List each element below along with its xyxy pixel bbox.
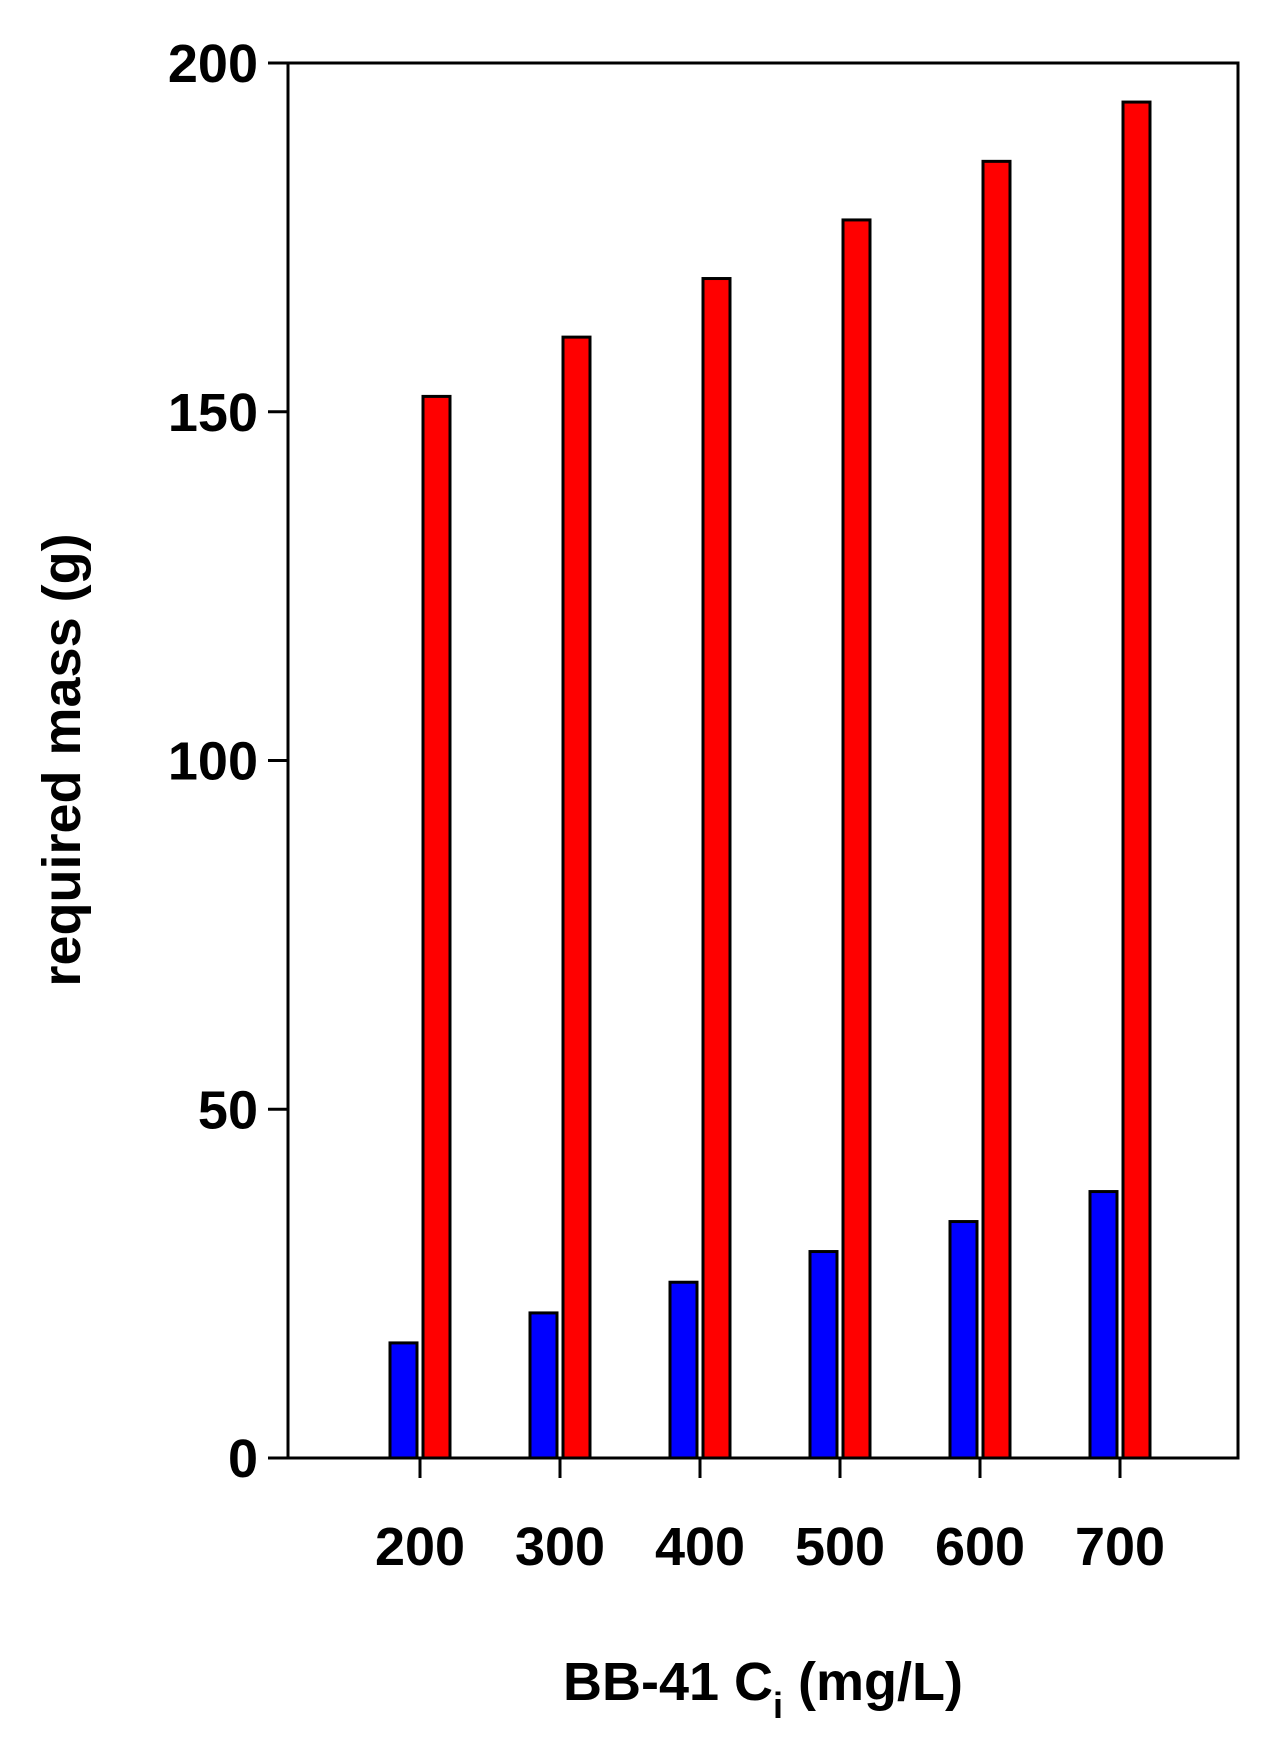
x-axis-label-main: BB-41 C: [563, 1652, 773, 1712]
y-tick-label-0: 0: [228, 1429, 258, 1489]
y-tick-label-50: 50: [198, 1080, 258, 1140]
y-tick-label-100: 100: [168, 732, 258, 792]
x-axis: 200 300 400 500 600 700: [375, 1458, 1165, 1577]
bar-series-1-200: [388, 1341, 419, 1460]
x-axis-label-suffix: (mg/L): [783, 1652, 963, 1712]
x-tick-label-600: 600: [935, 1517, 1025, 1577]
bar-series-1-400: [668, 1280, 699, 1460]
bar-series-2-600: [981, 159, 1012, 1460]
bar-series-2-400: [701, 277, 732, 1460]
x-tick-label-200: 200: [375, 1517, 465, 1577]
bar-series-1-600: [948, 1220, 979, 1460]
y-tick-label-150: 150: [168, 383, 258, 443]
bar-series-1-700: [1088, 1190, 1119, 1460]
bar-series-2-500: [841, 218, 872, 1460]
x-tick-label-500: 500: [795, 1517, 885, 1577]
x-tick-label-700: 700: [1075, 1517, 1165, 1577]
bars-layer: [388, 100, 1152, 1460]
bar-series-2-200: [421, 394, 452, 1460]
bar-series-2-700: [1121, 100, 1152, 1460]
bar-series-2-300: [561, 335, 592, 1460]
x-axis-label-subscript: i: [773, 1685, 783, 1726]
x-tick-label-300: 300: [515, 1517, 605, 1577]
x-axis-label: BB-41 Ci (mg/L): [563, 1652, 963, 1726]
y-axis: 0 50 100 150 200: [168, 34, 288, 1489]
bar-series-1-300: [528, 1311, 559, 1460]
y-axis-label: required mass (g): [32, 533, 92, 986]
x-tick-label-400: 400: [655, 1517, 745, 1577]
y-tick-label-200: 200: [168, 34, 258, 94]
bar-series-1-500: [808, 1250, 839, 1460]
